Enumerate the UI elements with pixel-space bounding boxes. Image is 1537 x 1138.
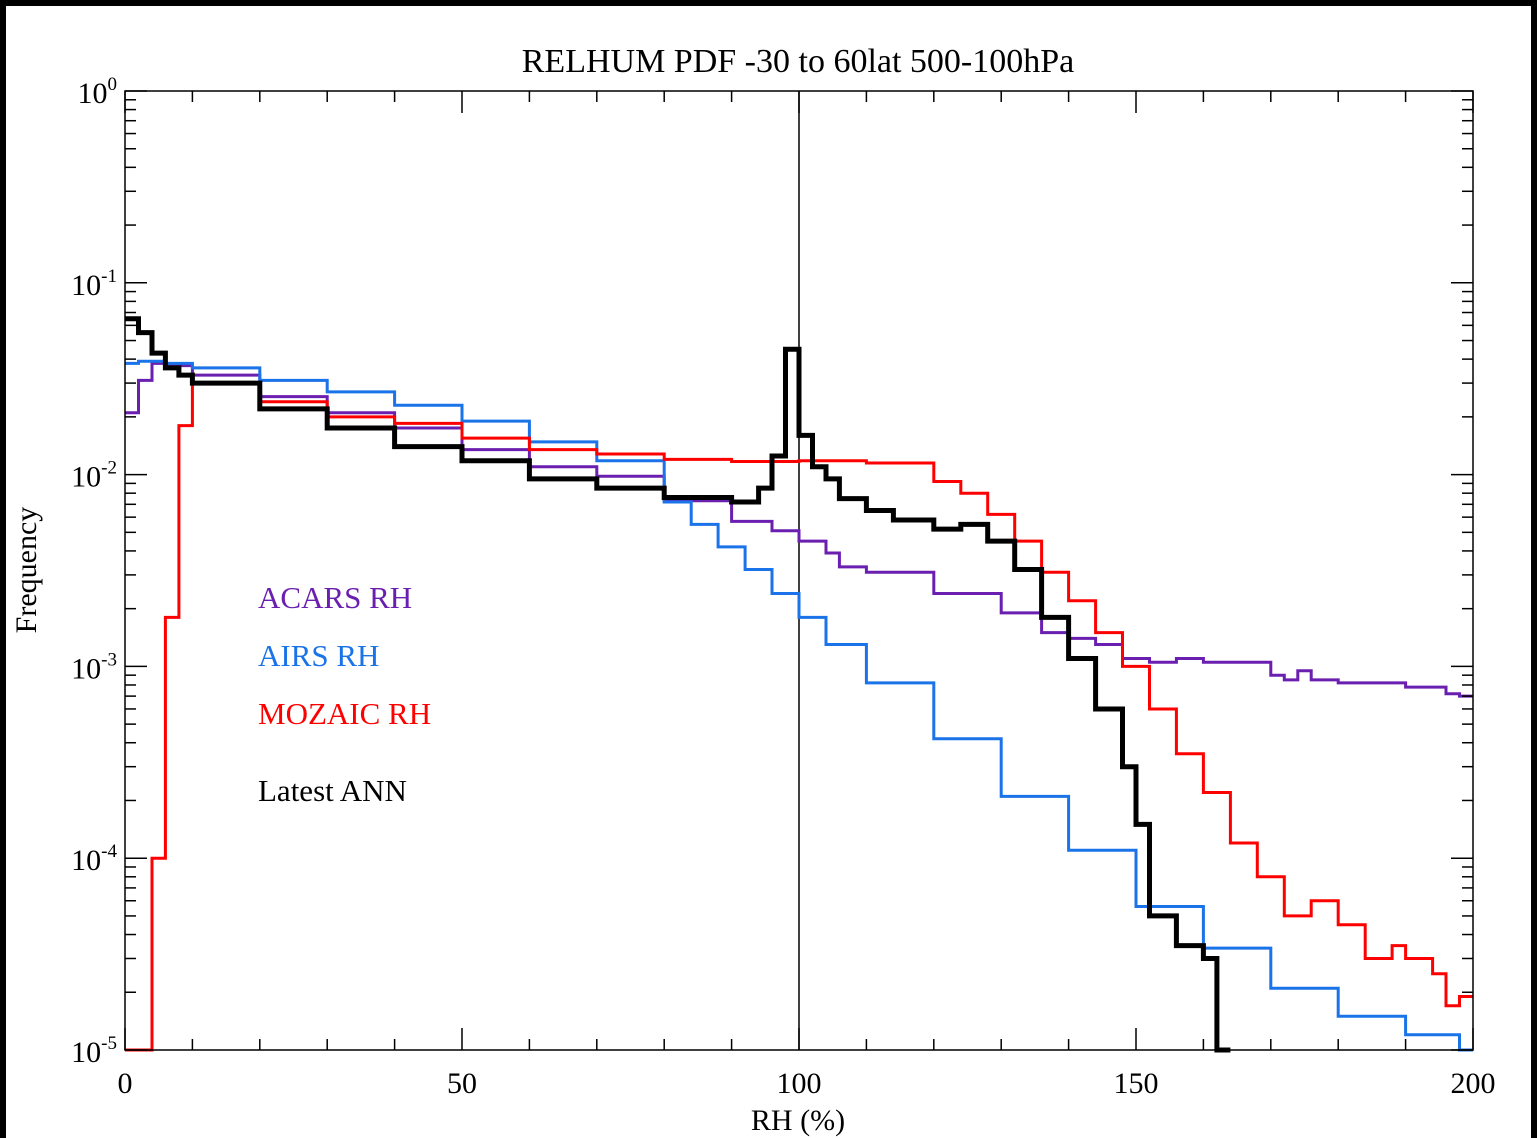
- y-tick-label: 10-2: [71, 458, 117, 494]
- axes-layer: 0 50 100 150 200 100 10-1 10-2 10-3 10-4 10-5: [71, 74, 1495, 1100]
- chart-title: RELHUM PDF -30 to 60lat 500-100hPa: [522, 43, 1075, 80]
- y-axis-label: Frequency: [10, 507, 43, 634]
- y-tick-label: 100: [78, 74, 118, 110]
- y-tick-label: 10-1: [71, 266, 117, 302]
- y-tick-label: 10-5: [71, 1033, 117, 1069]
- x-tick-label: 50: [447, 1067, 477, 1100]
- x-tick-label: 200: [1451, 1067, 1496, 1100]
- series-layer: [125, 316, 1473, 1053]
- legend: ACARS RH AIRS RH MOZAIC RH Latest ANN: [258, 580, 431, 808]
- x-axis-label: RH (%): [751, 1104, 845, 1137]
- x-tick-label: 0: [118, 1067, 133, 1100]
- series-line-latest-ann: [125, 316, 1231, 1053]
- x-tick-label: 150: [1114, 1067, 1159, 1100]
- legend-entry-latest-ann: Latest ANN: [258, 773, 407, 808]
- legend-entry-acars-rh: ACARS RH: [258, 580, 412, 615]
- chart-frame: [6, 6, 1531, 1138]
- y-tick-label: 10-3: [71, 649, 117, 685]
- x-tick-label: 100: [777, 1067, 822, 1100]
- y-tick-label: 10-4: [71, 841, 117, 877]
- legend-entry-airs-rh: AIRS RH: [258, 638, 379, 673]
- legend-entry-mozaic-rh: MOZAIC RH: [258, 696, 431, 731]
